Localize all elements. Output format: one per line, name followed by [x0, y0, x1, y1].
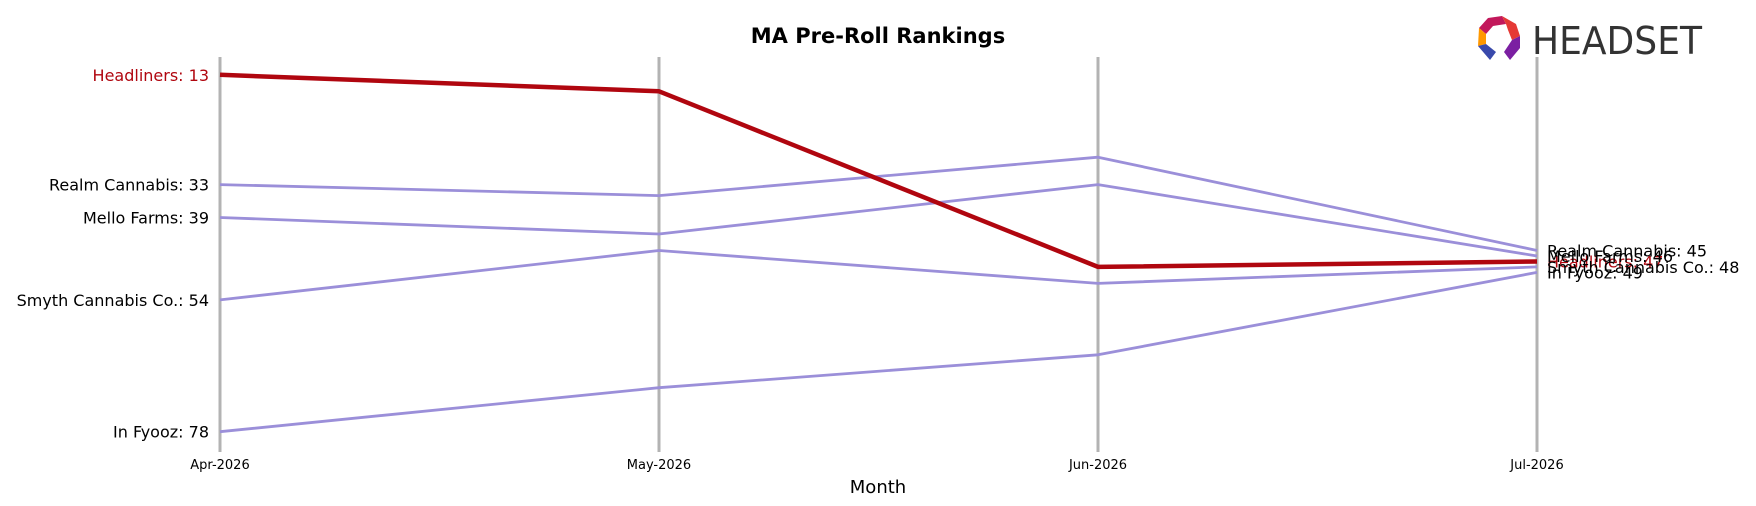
month-tick-labels: Apr-2026 May-2026 Jun-2026 Jul-2026: [190, 458, 1563, 473]
headset-logo: HEADSET: [1478, 16, 1703, 63]
logo-text: HEADSET: [1532, 19, 1703, 63]
month-tick-apr-2026: Apr-2026: [190, 458, 249, 473]
series-line-headliners: [219, 72, 1538, 270]
headset-logo-icon: [1478, 16, 1520, 60]
month-tick-jun-2026: Jun-2026: [1068, 458, 1127, 473]
logo-facet: [1502, 16, 1520, 40]
end-label-mello-farms: Mello Farms: 46: [1547, 247, 1673, 266]
start-label-in-fyooz: In Fyooz: 78: [113, 423, 209, 442]
start-label-mello-farms: Mello Farms: 39: [83, 209, 209, 228]
start-label-realm-cannabis: Realm Cannabis: 33: [49, 176, 209, 195]
end-label-smyth-cannabis-co: Smyth Cannabis Co.: 48: [1547, 258, 1739, 277]
end-label-in-fyooz: In Fyooz: 49: [1547, 263, 1643, 282]
end-label-headliners: Headliners: 47: [1547, 253, 1663, 272]
start-label-smyth-cannabis-co: Smyth Cannabis Co.: 54: [17, 291, 209, 310]
end-label-realm-cannabis: Realm Cannabis: 45: [1547, 242, 1707, 261]
chart-title: MA Pre-Roll Rankings: [751, 24, 1005, 48]
logo-facet: [1478, 44, 1496, 60]
logo-facet: [1479, 16, 1506, 34]
month-tick-may-2026: May-2026: [627, 458, 691, 473]
series-line-smyth-cannabis-co: [219, 249, 1538, 302]
start-labels: Headliners: 13 Realm Cannabis: 33 Mello Fa…: [17, 66, 209, 442]
logo-facet: [1504, 36, 1520, 60]
x-axis-label: Month: [850, 477, 906, 498]
month-tick-jul-2026: Jul-2026: [1509, 458, 1563, 473]
month-gridlines: [218, 57, 1539, 452]
series-line-mello-farms: [219, 183, 1538, 258]
series-line-realm-cannabis: [219, 155, 1538, 252]
series-line-in-fyooz: [219, 271, 1538, 434]
logo-facet: [1478, 28, 1486, 46]
start-label-headliners: Headliners: 13: [93, 66, 209, 85]
series-lines: [219, 72, 1538, 434]
